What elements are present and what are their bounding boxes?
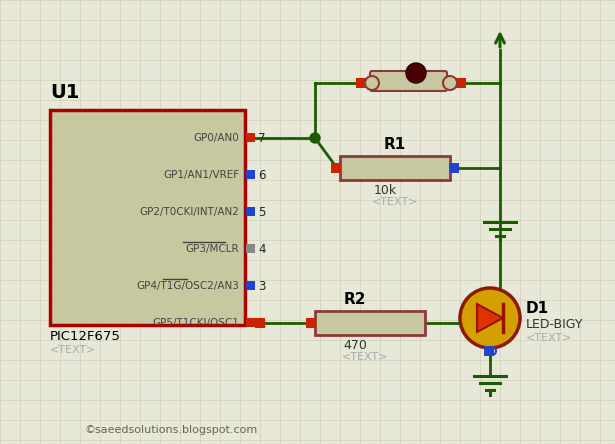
Circle shape bbox=[406, 63, 426, 83]
Bar bbox=[246, 133, 255, 142]
Text: GP1/AN1/VREF: GP1/AN1/VREF bbox=[163, 170, 239, 180]
Bar bbox=[50, 110, 245, 325]
Text: 2: 2 bbox=[258, 317, 266, 329]
Text: PIC12F675: PIC12F675 bbox=[50, 330, 121, 343]
Text: ©saeedsolutions.blogspot.com: ©saeedsolutions.blogspot.com bbox=[85, 425, 258, 435]
Text: R2: R2 bbox=[344, 292, 367, 307]
Bar bbox=[484, 346, 494, 356]
Circle shape bbox=[443, 76, 457, 90]
Text: R1: R1 bbox=[384, 137, 406, 152]
Text: 6: 6 bbox=[258, 169, 266, 182]
Bar bbox=[456, 78, 466, 88]
Text: D1: D1 bbox=[526, 301, 549, 316]
Bar bbox=[449, 163, 459, 173]
Bar bbox=[331, 163, 341, 173]
Text: GP4/T1G/OSC2/AN3: GP4/T1G/OSC2/AN3 bbox=[136, 281, 239, 291]
Bar bbox=[246, 244, 255, 253]
Text: <TEXT>: <TEXT> bbox=[342, 352, 388, 362]
Text: GP3/MCLR: GP3/MCLR bbox=[185, 244, 239, 254]
Bar bbox=[340, 156, 450, 180]
Bar bbox=[246, 318, 255, 327]
Text: GP5/T1CKI/OSC1: GP5/T1CKI/OSC1 bbox=[152, 318, 239, 328]
Text: <TEXT>: <TEXT> bbox=[50, 345, 97, 355]
Circle shape bbox=[310, 133, 320, 143]
Text: GP0/AN0: GP0/AN0 bbox=[193, 133, 239, 143]
Text: 470: 470 bbox=[343, 339, 367, 352]
Polygon shape bbox=[477, 304, 503, 332]
Text: <TEXT>: <TEXT> bbox=[526, 333, 573, 343]
Bar bbox=[246, 170, 255, 179]
Bar bbox=[306, 318, 316, 328]
Text: 3: 3 bbox=[258, 280, 266, 293]
Text: 5: 5 bbox=[258, 206, 266, 218]
Circle shape bbox=[460, 288, 520, 348]
Circle shape bbox=[365, 76, 379, 90]
Text: GP2/T0CKI/INT/AN2: GP2/T0CKI/INT/AN2 bbox=[139, 207, 239, 217]
Text: 7: 7 bbox=[258, 131, 266, 144]
Bar bbox=[255, 318, 265, 328]
Text: <TEXT>: <TEXT> bbox=[372, 197, 418, 207]
Bar bbox=[246, 207, 255, 216]
Bar bbox=[246, 281, 255, 290]
FancyBboxPatch shape bbox=[370, 71, 447, 91]
Bar bbox=[356, 78, 366, 88]
Text: LED-BIGY: LED-BIGY bbox=[526, 317, 584, 330]
Text: 4: 4 bbox=[258, 242, 266, 255]
Bar bbox=[315, 311, 425, 335]
Text: 10k: 10k bbox=[373, 184, 397, 197]
Text: U1: U1 bbox=[50, 83, 79, 102]
